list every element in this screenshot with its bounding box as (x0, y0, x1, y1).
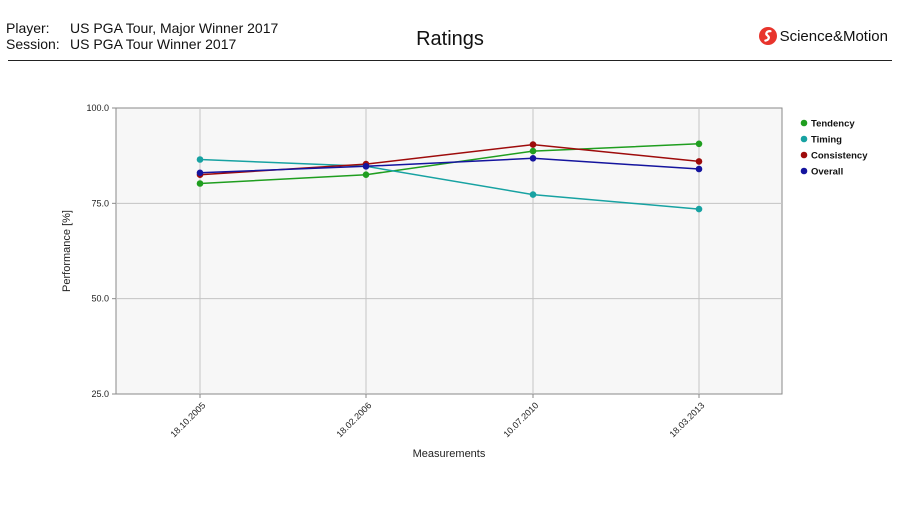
player-row: Player: US PGA Tour, Major Winner 2017 (6, 20, 278, 36)
data-point-overall (362, 163, 370, 170)
legend-marker-timing (800, 135, 808, 143)
x-tick-label: 18.03.2013 (667, 400, 706, 439)
series-lines (196, 140, 703, 213)
data-point-tendency (695, 140, 703, 148)
legend-label-timing: Timing (811, 135, 842, 146)
grid-lines (116, 108, 782, 394)
y-tick-label: 100.0 (86, 103, 109, 113)
x-tick-label: 10.07.2010 (501, 400, 540, 439)
data-point-consistency (695, 158, 703, 165)
data-point-tendency (529, 147, 537, 155)
x-tick-label: 18.10.2005 (168, 400, 207, 439)
data-point-overall (695, 165, 703, 173)
x-tick-label: 18.02.2006 (334, 400, 373, 439)
x-axis-ticks: 18.10.2005 18.02.2006 10.07.2010 18.03.2013 (168, 394, 706, 439)
logo: Science&Motion (758, 27, 888, 45)
legend-marker-tendency (800, 119, 808, 127)
player-value: US PGA Tour, Major Winner 2017 (70, 20, 279, 36)
page-title: Ratings (416, 28, 484, 50)
x-axis-title: Measurements (413, 448, 486, 460)
y-axis-title: Performance [%] (61, 210, 73, 292)
y-tick-label: 50.0 (91, 294, 109, 304)
data-point-timing (695, 205, 703, 213)
legend-label-consistency: Consistency (811, 151, 868, 162)
y-tick-label: 75.0 (91, 198, 109, 208)
player-label: Player: (6, 20, 50, 36)
legend-marker-overall (800, 167, 808, 175)
data-point-tendency (196, 180, 204, 187)
session-value: US PGA Tour Winner 2017 (70, 36, 237, 52)
science-motion-logo-icon (758, 27, 777, 45)
data-point-overall (529, 155, 537, 162)
series-line-overall (199, 157, 700, 174)
y-axis-ticks: 25.0 50.0 75.0 100.0 (86, 103, 116, 399)
logo-text: Science&Motion (779, 27, 888, 45)
data-point-tendency (362, 171, 370, 178)
plot-area (115, 107, 783, 395)
data-point-timing (529, 191, 537, 198)
legend-marker-consistency (800, 151, 808, 159)
y-tick-label: 25.0 (91, 389, 109, 399)
header-info: Player: US PGA Tour, Major Winner 2017 S… (6, 20, 278, 52)
legend-label-tendency: Tendency (811, 119, 855, 130)
series-line-timing (199, 158, 700, 210)
header-divider (8, 60, 892, 61)
data-point-consistency (529, 141, 537, 148)
data-point-timing (196, 156, 204, 163)
session-label: Session: (6, 36, 60, 52)
legend-label-overall: Overall (811, 167, 843, 178)
session-row: Session: US PGA Tour Winner 2017 (6, 36, 278, 52)
data-point-overall (196, 169, 204, 177)
legend: Tendency Timing Consistency Overall (800, 119, 868, 178)
